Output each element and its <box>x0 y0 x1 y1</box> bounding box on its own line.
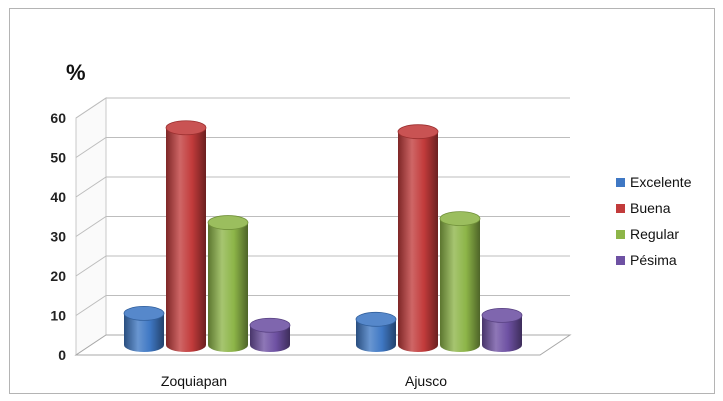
legend-item-excelente: Excelente <box>616 174 692 190</box>
legend-swatch <box>616 230 625 239</box>
bar-body <box>482 315 522 352</box>
y-tick-label: 50 <box>50 150 66 166</box>
gridline <box>75 137 570 158</box>
legend-item-buena: Buena <box>616 200 671 216</box>
gridline <box>75 176 570 198</box>
legend: Excelente Buena Regular Pésima <box>616 174 692 268</box>
bar-top <box>165 120 207 136</box>
bar-body <box>356 319 396 352</box>
bar-buena-zoquiapan <box>165 120 207 352</box>
bar-top <box>249 317 291 333</box>
bar-top <box>481 307 523 323</box>
bars <box>123 120 523 352</box>
category-label-zoquiapan: Zoquiapan <box>161 373 227 389</box>
gridline <box>75 255 570 277</box>
legend-swatch <box>616 204 625 213</box>
bar-excelente-ajusco <box>355 311 397 352</box>
gridline <box>75 216 570 237</box>
bar-regular-ajusco <box>439 211 481 352</box>
gridline <box>75 97 570 119</box>
y-tick-label: 0 <box>58 347 66 363</box>
legend-item-regular: Regular <box>616 226 679 242</box>
y-axis-ticks: 0 10 20 30 40 50 60 <box>50 110 66 363</box>
legend-swatch <box>616 178 625 187</box>
x-axis-categories: Zoquiapan Ajusco <box>161 373 447 389</box>
y-tick-label: 30 <box>50 229 66 245</box>
legend-label: Pésima <box>630 252 677 268</box>
y-tick-label: 40 <box>50 189 66 205</box>
bar-body <box>208 222 248 352</box>
legend-swatch <box>616 256 625 265</box>
legend-item-pésima: Pésima <box>616 252 677 268</box>
bar-excelente-zoquiapan <box>123 305 165 352</box>
bar-top <box>207 215 249 230</box>
category-label-ajusco: Ajusco <box>405 373 447 389</box>
bar-body <box>250 325 290 352</box>
bar-top <box>123 305 165 321</box>
bar-body <box>440 218 480 352</box>
bar-buena-ajusco <box>397 124 439 352</box>
bar-pésima-zoquiapan <box>249 317 291 352</box>
y-tick-label: 20 <box>50 268 66 284</box>
bar-top <box>355 311 397 327</box>
bar-top <box>439 211 481 227</box>
bar-pésima-ajusco <box>481 307 523 352</box>
bar-body <box>398 131 438 352</box>
bar-top <box>397 124 439 140</box>
legend-label: Regular <box>630 226 679 242</box>
bar-body <box>124 313 164 352</box>
bar-body <box>166 127 206 352</box>
y-tick-label: 60 <box>50 110 66 126</box>
legend-label: Buena <box>630 200 671 216</box>
y-tick-label: 10 <box>50 308 66 324</box>
bar-regular-zoquiapan <box>207 215 249 352</box>
y-axis-unit-label: % <box>66 60 86 85</box>
legend-label: Excelente <box>630 174 692 190</box>
